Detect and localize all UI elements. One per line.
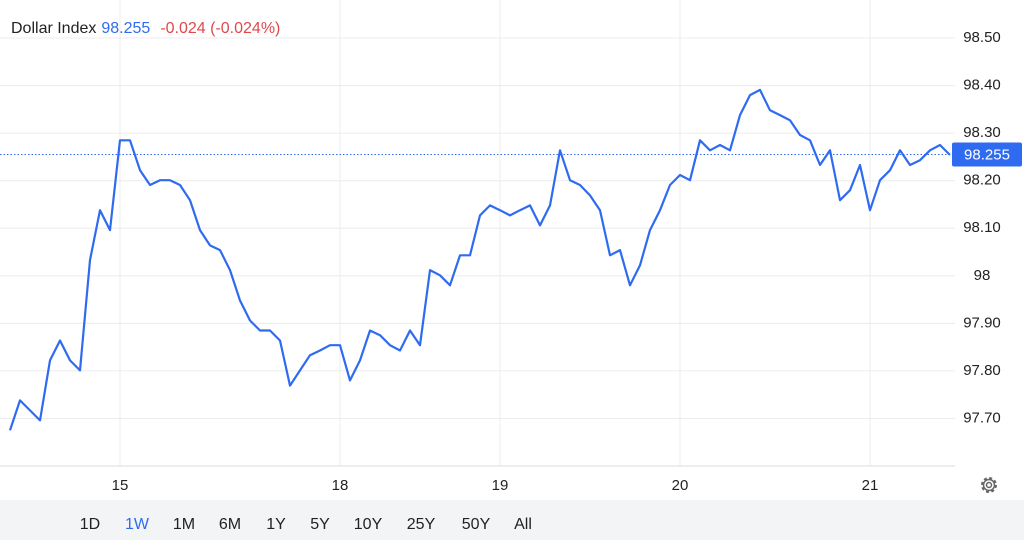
- range-button[interactable]: 6M: [219, 516, 241, 533]
- chart-title: Dollar Index: [11, 20, 96, 37]
- x-tick-label: 18: [332, 477, 349, 494]
- range-button[interactable]: All: [514, 516, 532, 533]
- y-tick-label: 97.80: [963, 362, 1001, 379]
- range-button[interactable]: 1W: [125, 516, 150, 533]
- range-button[interactable]: 25Y: [407, 516, 436, 533]
- current-price-tag: [952, 142, 1022, 167]
- x-tick-label: 21: [862, 477, 879, 494]
- y-tick-label: 98.50: [963, 29, 1001, 46]
- y-tick-label: 98.30: [963, 124, 1001, 141]
- x-tick-label: 15: [112, 477, 129, 494]
- y-tick-label: 98.10: [963, 219, 1001, 236]
- header-change: -0.024 (-0.024%): [160, 20, 280, 37]
- x-tick-label: 19: [492, 477, 509, 494]
- y-tick-label: 97.90: [963, 314, 1001, 331]
- range-button[interactable]: 10Y: [354, 516, 383, 533]
- current-price-label: 98.255: [964, 147, 1010, 164]
- header-price: 98.255: [101, 20, 150, 37]
- range-button[interactable]: 1M: [173, 516, 195, 533]
- range-button[interactable]: 5Y: [310, 516, 330, 533]
- range-button[interactable]: 1Y: [266, 516, 286, 533]
- y-tick-label: 98.20: [963, 172, 1001, 189]
- settings-icon[interactable]: [981, 477, 997, 493]
- range-button[interactable]: 1D: [80, 516, 100, 533]
- y-tick-label: 97.70: [963, 409, 1001, 426]
- y-tick-label: 98.40: [963, 77, 1001, 94]
- y-tick-label: 98: [974, 267, 991, 284]
- range-button[interactable]: 50Y: [462, 516, 491, 533]
- price-line: [8, 88, 951, 431]
- range-bar: [0, 500, 1024, 540]
- x-tick-label: 20: [672, 477, 689, 494]
